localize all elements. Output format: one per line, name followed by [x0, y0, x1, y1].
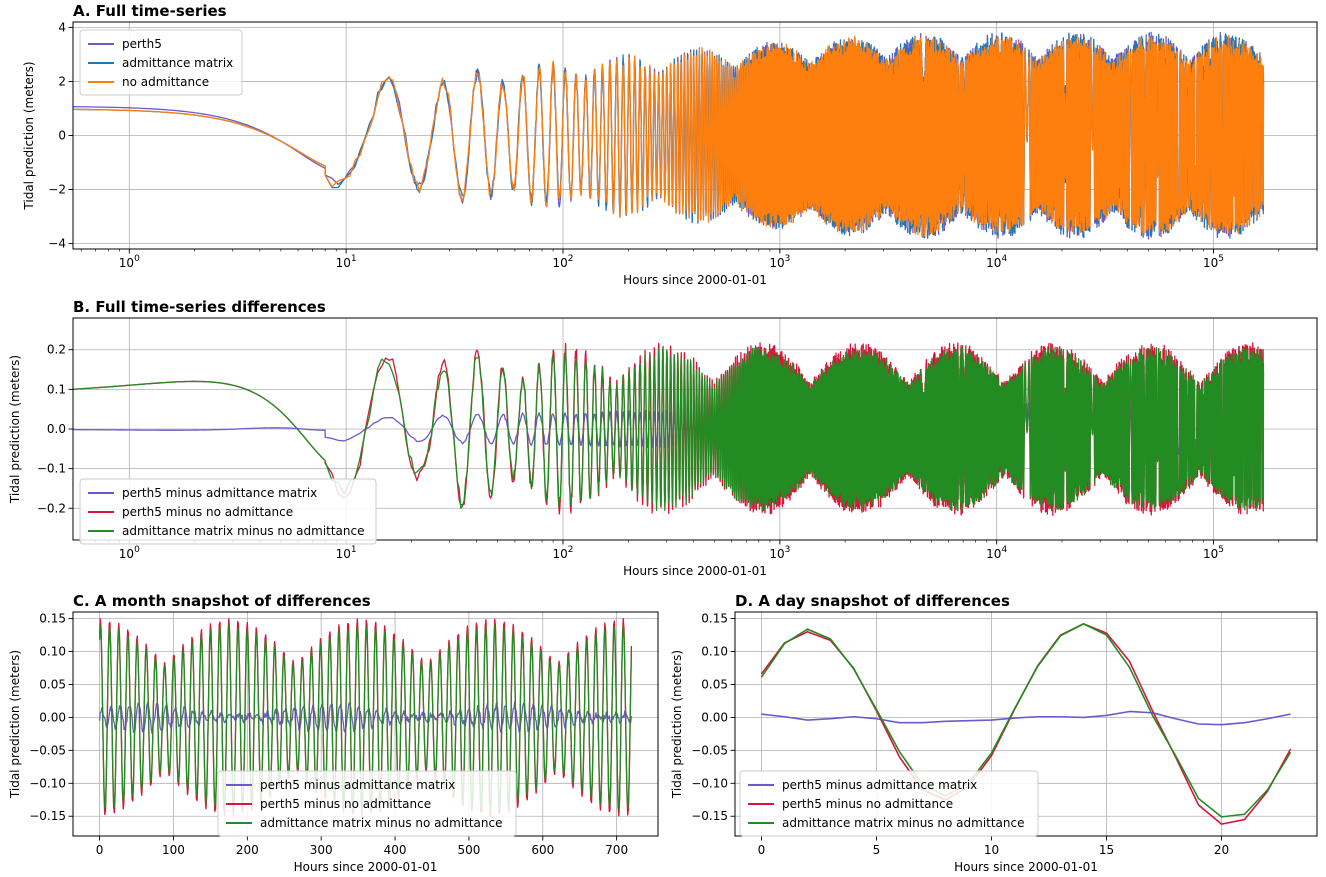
panel-c-xtick-label-6: 600 — [531, 843, 554, 857]
panel-d-xtick-label-2: 10 — [984, 843, 999, 857]
panel-b-series-admittance-matrix-minus-no-admittance — [73, 346, 1265, 512]
panel-c-legend-label-1: perth5 minus no admittance — [260, 797, 431, 811]
panel-c-ytick-label-1: −0.10 — [29, 776, 66, 790]
panel-d-ytick-label-4: 0.05 — [701, 677, 728, 691]
panel-b-xtick-label-0: 100 — [119, 545, 140, 561]
panel-d-xtick-label-3: 15 — [1099, 843, 1114, 857]
panel-c-xtick-label-7: 700 — [605, 843, 628, 857]
panel-a-ytick-label-1: −2 — [48, 183, 66, 197]
panel-b-legend-box — [79, 478, 377, 545]
panel-c-xtick-label-4: 400 — [384, 843, 407, 857]
panel-b-xtick-label-4: 104 — [986, 545, 1007, 561]
panel-d-title: D. A day snapshot of differences — [735, 592, 1010, 610]
panel-b-xtick-label-1: 101 — [336, 545, 357, 561]
panel-b-legend-label-0: perth5 minus admittance matrix — [122, 486, 317, 500]
panel-c-legend-label-2: admittance matrix minus no admittance — [260, 816, 503, 830]
panel-d-ytick-label-0: −0.15 — [691, 809, 728, 823]
panel-b-xtick-label-2: 102 — [552, 545, 573, 561]
panel-a-series-group — [73, 31, 1265, 240]
panel-b-xtick-label-5: 105 — [1203, 545, 1224, 561]
panel-d-series-admittance-matrix-minus-no-admittance — [760, 623, 1292, 818]
panel-b-ylabel: Tidal prediction (meters) — [8, 355, 22, 504]
panel-b-legend-label-2: admittance matrix minus no admittance — [122, 524, 365, 538]
panel-c-xtick-label-0: 0 — [96, 843, 104, 857]
panel-a-title: A. Full time-series — [73, 2, 227, 20]
panel-a-ylabel: Tidal prediction (meters) — [22, 61, 36, 210]
panel-c-legend-box — [217, 770, 517, 837]
panel-a: 100 101 102 103 104 105 −4 −2 0 2 4 A. Full time-se… — [22, 2, 1318, 287]
panel-a-xlabel: Hours since 2000-01-01 — [623, 273, 767, 287]
panel-d-xlabel: Hours since 2000-01-01 — [954, 860, 1098, 874]
panel-a-legend-label-1: admittance matrix — [122, 56, 233, 70]
panel-c-xtick-label-2: 200 — [236, 843, 259, 857]
panel-d-legend-box — [739, 770, 1039, 837]
panel-a-xtick-label-2: 102 — [552, 254, 573, 270]
panel-d-legend-label-0: perth5 minus admittance matrix — [782, 778, 977, 792]
panel-c-xtick-label-5: 500 — [457, 843, 480, 857]
panel-c: 0 100 200 300 400 500 600 700 −0.15 −0.10 −0.05 0.0… — [8, 592, 659, 874]
panel-d-series-group — [760, 623, 1292, 825]
panel-a-ytick-label-2: 0 — [58, 129, 66, 143]
panel-d-xtick-label-4: 20 — [1214, 843, 1229, 857]
panel-a-series-no-admittance — [73, 34, 1265, 237]
panel-d: 0 5 10 15 20 −0.15 −0.10 −0.05 0.00 0.05 0.10 0.15 D… — [670, 592, 1318, 874]
panel-b-legend: perth5 minus admittance matrix perth5 min… — [79, 478, 377, 545]
panel-b-series-group — [73, 342, 1265, 517]
panel-d-xtick-label-1: 5 — [873, 843, 881, 857]
panel-c-ytick-label-0: −0.15 — [29, 809, 66, 823]
panel-b-legend-label-1: perth5 minus no admittance — [122, 505, 293, 519]
panel-d-ytick-label-2: −0.05 — [691, 743, 728, 757]
panel-d-legend-label-2: admittance matrix minus no admittance — [782, 816, 1025, 830]
panel-b-ytick-label-2: 0.0 — [47, 422, 66, 436]
panel-c-series-group — [98, 617, 633, 817]
panel-b-ytick-label-3: 0.1 — [47, 382, 66, 396]
panel-b-ytick-label-0: −0.2 — [37, 501, 66, 515]
panel-c-ytick-label-2: −0.05 — [29, 743, 66, 757]
panel-b-ytick-label-4: 0.2 — [47, 343, 66, 357]
panel-a-legend-label-2: no admittance — [122, 75, 209, 89]
panel-d-ylabel: Tidal prediction (meters) — [670, 650, 684, 799]
panel-d-ytick-label-6: 0.15 — [701, 612, 728, 626]
panel-a-ytick-label-4: 4 — [58, 20, 66, 34]
panel-a-xtick-label-5: 105 — [1203, 254, 1224, 270]
panel-c-ytick-label-3: 0.00 — [39, 710, 66, 724]
panel-a-xtick-label-4: 104 — [986, 254, 1007, 270]
panel-a-legend: perth5 admittance matrix no admittance — [79, 29, 243, 96]
panel-c-xlabel: Hours since 2000-01-01 — [294, 860, 438, 874]
panel-b-ytick-label-1: −0.1 — [37, 462, 66, 476]
panel-d-xtick-label-0: 0 — [758, 843, 766, 857]
panel-a-ytick-label-0: −4 — [48, 237, 66, 251]
panel-c-xtick-label-1: 100 — [162, 843, 185, 857]
panel-b: 100 101 102 103 104 105 −0.2 −0.1 0.0 0.1 0.2 B. Fu… — [8, 298, 1318, 578]
panel-d-legend-label-1: perth5 minus no admittance — [782, 797, 953, 811]
panel-b-title: B. Full time-series differences — [73, 298, 326, 316]
panel-a-legend-label-0: perth5 — [122, 37, 162, 51]
panel-d-legend: perth5 minus admittance matrix perth5 min… — [739, 770, 1039, 837]
panel-c-legend: perth5 minus admittance matrix perth5 min… — [217, 770, 517, 837]
panel-b-xtick-label-3: 103 — [769, 545, 790, 561]
panel-c-ytick-label-4: 0.05 — [39, 677, 66, 691]
panel-d-ytick-label-3: 0.00 — [701, 710, 728, 724]
panel-a-xtick-label-0: 100 — [119, 254, 140, 270]
panel-d-series-perth5-minus-admittance-matrix — [761, 710, 1291, 726]
panel-c-title: C. A month snapshot of differences — [73, 592, 371, 610]
panel-c-ytick-label-6: 0.15 — [39, 612, 66, 626]
panel-a-xtick-label-1: 101 — [336, 254, 357, 270]
panel-a-legend-box — [79, 29, 243, 96]
panel-a-ytick-label-3: 2 — [58, 74, 66, 88]
panel-c-series-admittance-matrix-minus-no-admittance — [98, 624, 633, 811]
panel-c-ylabel: Tidal prediction (meters) — [8, 650, 22, 799]
panel-a-xtick-label-3: 103 — [769, 254, 790, 270]
panel-b-xlabel: Hours since 2000-01-01 — [623, 564, 767, 578]
panel-d-ytick-label-5: 0.10 — [701, 645, 728, 659]
panel-d-ytick-label-1: −0.10 — [691, 776, 728, 790]
panel-c-xtick-label-3: 300 — [310, 843, 333, 857]
panel-c-ytick-label-5: 0.10 — [39, 645, 66, 659]
panel-c-legend-label-0: perth5 minus admittance matrix — [260, 778, 455, 792]
